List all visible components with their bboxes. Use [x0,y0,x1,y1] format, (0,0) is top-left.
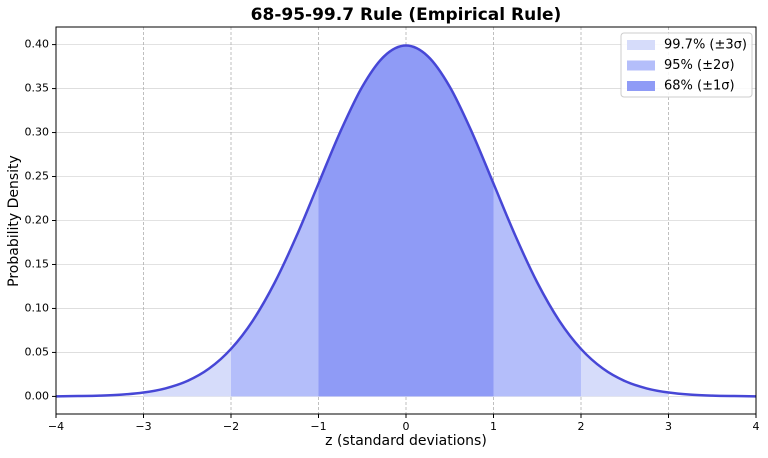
x-tick-label: 1 [490,420,497,433]
x-tick-label: −1 [310,420,326,433]
legend-swatch [627,40,655,50]
y-tick-label: 0.30 [25,126,50,139]
x-tick-label: 4 [753,420,760,433]
y-tick-label: 0.05 [25,345,50,358]
y-tick-label: 0.20 [25,214,50,227]
x-axis-label: z (standard deviations) [325,433,487,449]
legend-label: 68% (±1σ) [664,79,735,94]
legend-label: 99.7% (±3σ) [664,38,747,53]
legend: 99.7% (±3σ) 95% (±2σ) 68% (±1σ) [620,32,753,98]
y-tick-label: 0.15 [25,257,50,270]
x-tick-label: −3 [135,420,151,433]
legend-swatch [627,81,655,91]
chart-title: 68-95-99.7 Rule (Empirical Rule) [251,5,562,25]
y-axis-label: Probability Density [6,155,22,287]
x-tick-label: −2 [223,420,239,433]
x-tick-label: 2 [578,420,585,433]
x-tick-label: −4 [48,420,64,433]
density-curve [55,44,757,398]
area [318,45,494,397]
y-tick-label: 0.10 [25,301,50,314]
legend-label: 95% (±2σ) [664,58,735,73]
y-tick-label: 0.35 [25,82,50,95]
y-tick-label: 0.00 [25,389,50,402]
y-tick-label: 0.25 [25,170,50,183]
x-tick-label: 0 [403,420,410,433]
y-tick-label: 0.40 [25,38,50,51]
x-tick-label: 3 [665,420,672,433]
plot-frame [55,26,757,415]
legend-swatch [627,60,655,71]
